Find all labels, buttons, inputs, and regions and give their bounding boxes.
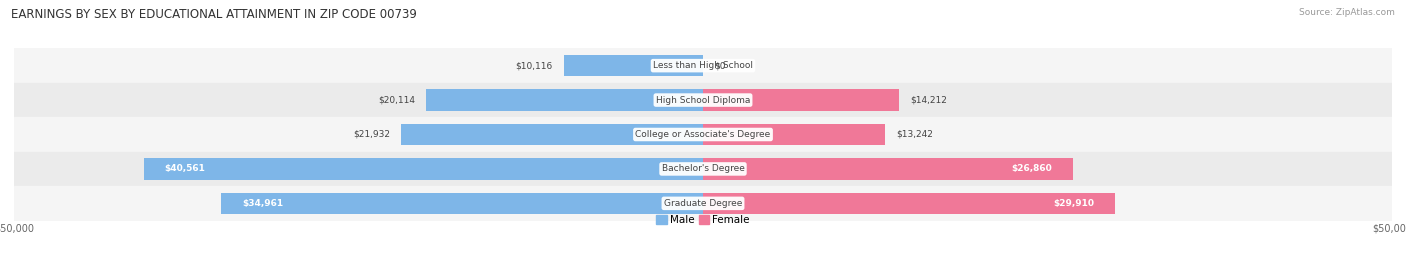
Text: $26,860: $26,860 bbox=[1012, 164, 1053, 174]
Bar bbox=[703, 124, 886, 145]
Text: $21,932: $21,932 bbox=[353, 130, 389, 139]
Bar bbox=[14, 152, 1392, 186]
Text: Source: ZipAtlas.com: Source: ZipAtlas.com bbox=[1299, 8, 1395, 17]
Legend: Male, Female: Male, Female bbox=[652, 211, 754, 229]
Text: $29,910: $29,910 bbox=[1053, 199, 1094, 208]
Bar bbox=[703, 158, 1073, 180]
Bar bbox=[703, 193, 1115, 214]
Text: Less than High School: Less than High School bbox=[652, 61, 754, 70]
Text: Bachelor's Degree: Bachelor's Degree bbox=[662, 164, 744, 174]
Text: Graduate Degree: Graduate Degree bbox=[664, 199, 742, 208]
Bar bbox=[703, 89, 898, 111]
Text: $14,212: $14,212 bbox=[910, 95, 946, 105]
Bar bbox=[14, 186, 1392, 221]
Bar bbox=[14, 48, 1392, 83]
Text: $13,242: $13,242 bbox=[897, 130, 934, 139]
Bar bbox=[14, 83, 1392, 117]
Text: High School Diploma: High School Diploma bbox=[655, 95, 751, 105]
Bar bbox=[14, 117, 1392, 152]
Text: $20,114: $20,114 bbox=[378, 95, 415, 105]
Bar bbox=[401, 124, 703, 145]
Text: EARNINGS BY SEX BY EDUCATIONAL ATTAINMENT IN ZIP CODE 00739: EARNINGS BY SEX BY EDUCATIONAL ATTAINMEN… bbox=[11, 8, 418, 21]
Bar bbox=[564, 55, 703, 76]
Text: $40,561: $40,561 bbox=[165, 164, 205, 174]
Text: $0: $0 bbox=[714, 61, 725, 70]
Bar bbox=[221, 193, 703, 214]
Bar bbox=[145, 158, 703, 180]
Text: $34,961: $34,961 bbox=[242, 199, 283, 208]
Text: College or Associate's Degree: College or Associate's Degree bbox=[636, 130, 770, 139]
Text: $10,116: $10,116 bbox=[516, 61, 553, 70]
Bar bbox=[426, 89, 703, 111]
